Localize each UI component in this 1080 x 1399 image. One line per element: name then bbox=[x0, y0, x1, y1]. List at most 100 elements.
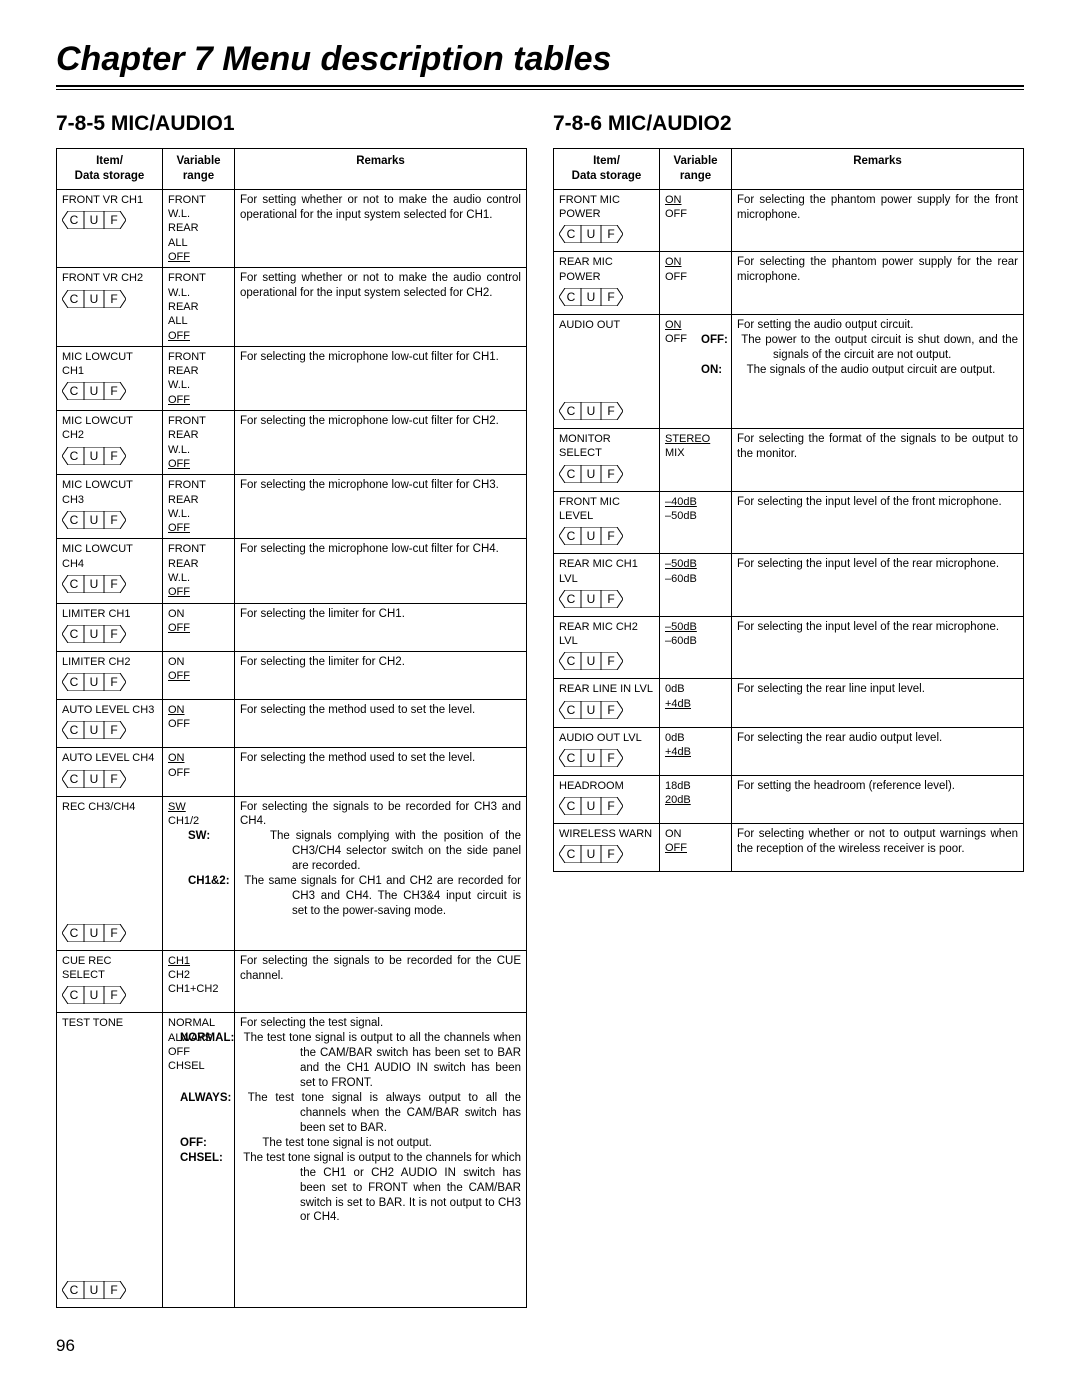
item-name: REAR MIC CH2 LVL bbox=[559, 620, 654, 649]
table-row: HEADROOM C U F 18dB20dB For setting the … bbox=[554, 775, 1024, 823]
cuf-badge: C U F bbox=[62, 924, 126, 942]
table-row: FRONT VR CH1 C U F FRONTW.L.REARALLOFF F… bbox=[57, 189, 527, 267]
svg-text:U: U bbox=[90, 213, 99, 227]
table-row: FRONT MIC POWER C U F ONOFF For selectin… bbox=[554, 189, 1024, 252]
remarks: For selecting the microphone low-cut fil… bbox=[235, 346, 527, 410]
svg-text:C: C bbox=[70, 988, 79, 1002]
item-name: CUE REC SELECT bbox=[62, 954, 157, 983]
title-rule bbox=[56, 85, 1024, 90]
svg-text:F: F bbox=[110, 1283, 117, 1297]
svg-text:C: C bbox=[70, 292, 79, 306]
item-name: LIMITER CH1 bbox=[62, 607, 157, 621]
svg-text:U: U bbox=[587, 799, 596, 813]
svg-text:C: C bbox=[567, 703, 576, 717]
item-name: WIRELESS WARN bbox=[559, 827, 654, 841]
item-name: MONITOR SELECT bbox=[559, 432, 654, 461]
cuf-badge: C U F bbox=[559, 225, 623, 243]
remarks: For selecting the phantom power supply f… bbox=[732, 189, 1024, 252]
table-row: MONITOR SELECT C U F STEREOMIX For selec… bbox=[554, 429, 1024, 492]
item-name: TEST TONE bbox=[62, 1016, 157, 1030]
cuf-badge: C U F bbox=[62, 770, 126, 788]
svg-text:F: F bbox=[110, 675, 117, 689]
table-row: FRONT MIC LEVEL C U F –40dB–50dB For sel… bbox=[554, 491, 1024, 554]
svg-text:U: U bbox=[587, 592, 596, 606]
cuf-badge: C U F bbox=[62, 721, 126, 739]
remarks: For selecting the signals to be recorded… bbox=[235, 950, 527, 1013]
svg-text:U: U bbox=[90, 988, 99, 1002]
svg-text:F: F bbox=[110, 449, 117, 463]
item-name: HEADROOM bbox=[559, 779, 654, 793]
cuf-badge: C U F bbox=[559, 288, 623, 306]
svg-text:F: F bbox=[607, 751, 614, 765]
item-name: REAR LINE IN LVL bbox=[559, 682, 654, 696]
remarks: For selecting the method used to set the… bbox=[235, 748, 527, 796]
svg-text:F: F bbox=[607, 467, 614, 481]
svg-text:C: C bbox=[567, 799, 576, 813]
remarks: For selecting the limiter for CH1. bbox=[235, 603, 527, 651]
cuf-badge: C U F bbox=[559, 590, 623, 608]
mic-audio1-table: Item/ Data storage Variable range Remark… bbox=[56, 148, 527, 1308]
svg-text:C: C bbox=[567, 467, 576, 481]
table-row: AUDIO OUT C U F ONOFF For setting the au… bbox=[554, 314, 1024, 428]
table-row: MIC LOWCUT CH1 C U F FRONTREARW.L.OFF Fo… bbox=[57, 346, 527, 410]
svg-text:F: F bbox=[607, 227, 614, 241]
svg-text:F: F bbox=[607, 799, 614, 813]
var-cell: 18dB20dB bbox=[660, 775, 732, 823]
svg-text:F: F bbox=[110, 577, 117, 591]
remarks: For selecting the microphone low-cut fil… bbox=[235, 539, 527, 603]
th-rem: Remarks bbox=[732, 149, 1024, 190]
table-row: REAR LINE IN LVL C U F 0dB+4dB For selec… bbox=[554, 679, 1024, 727]
var-cell: FRONTREARW.L.OFF bbox=[163, 475, 235, 539]
svg-text:U: U bbox=[587, 290, 596, 304]
table-row: MIC LOWCUT CH2 C U F FRONTREARW.L.OFF Fo… bbox=[57, 411, 527, 475]
table-row: WIRELESS WARN C U F ONOFF For selecting … bbox=[554, 824, 1024, 872]
var-cell: 0dB+4dB bbox=[660, 679, 732, 727]
svg-text:U: U bbox=[90, 723, 99, 737]
item-name: FRONT MIC POWER bbox=[559, 193, 654, 222]
svg-text:F: F bbox=[110, 627, 117, 641]
cuf-badge: C U F bbox=[62, 511, 126, 529]
svg-text:U: U bbox=[90, 577, 99, 591]
item-name: LIMITER CH2 bbox=[62, 655, 157, 669]
remarks: For selecting the method used to set the… bbox=[235, 700, 527, 748]
cuf-badge: C U F bbox=[62, 1281, 126, 1299]
svg-text:F: F bbox=[607, 290, 614, 304]
table-row: LIMITER CH1 C U F ONOFF For selecting th… bbox=[57, 603, 527, 651]
cuf-badge: C U F bbox=[62, 673, 126, 691]
table-row: REAR MIC POWER C U F ONOFF For selecting… bbox=[554, 252, 1024, 315]
table-row: FRONT VR CH2 C U F FRONTW.L.REARALLOFF F… bbox=[57, 268, 527, 346]
cuf-badge: C U F bbox=[559, 527, 623, 545]
svg-text:F: F bbox=[110, 513, 117, 527]
th-var: Variable range bbox=[660, 149, 732, 190]
remarks: For selecting the signals to be recorded… bbox=[235, 796, 527, 950]
table-row: AUDIO OUT LVL C U F 0dB+4dB For selectin… bbox=[554, 727, 1024, 775]
svg-text:U: U bbox=[90, 384, 99, 398]
remarks: For selecting the rear line input level. bbox=[732, 679, 1024, 727]
remarks: For selecting the microphone low-cut fil… bbox=[235, 475, 527, 539]
svg-text:F: F bbox=[110, 292, 117, 306]
var-cell: ONOFF bbox=[163, 700, 235, 748]
svg-text:F: F bbox=[110, 988, 117, 1002]
var-cell: 0dB+4dB bbox=[660, 727, 732, 775]
table-row: AUTO LEVEL CH4 C U F ONOFF For selecting… bbox=[57, 748, 527, 796]
svg-text:C: C bbox=[70, 627, 79, 641]
remarks: For setting whether or not to make the a… bbox=[235, 268, 527, 346]
svg-text:C: C bbox=[70, 513, 79, 527]
var-cell: CH1CH2CH1+CH2 bbox=[163, 950, 235, 1013]
svg-text:U: U bbox=[90, 449, 99, 463]
item-name: MIC LOWCUT CH3 bbox=[62, 478, 157, 507]
svg-text:F: F bbox=[110, 926, 117, 940]
item-name: AUTO LEVEL CH4 bbox=[62, 751, 157, 765]
svg-text:C: C bbox=[567, 290, 576, 304]
svg-text:C: C bbox=[567, 592, 576, 606]
cuf-badge: C U F bbox=[62, 447, 126, 465]
table-row: CUE REC SELECT C U F CH1CH2CH1+CH2 For s… bbox=[57, 950, 527, 1013]
svg-text:C: C bbox=[70, 384, 79, 398]
cuf-badge: C U F bbox=[62, 211, 126, 229]
th-item: Item/ Data storage bbox=[554, 149, 660, 190]
svg-text:C: C bbox=[567, 529, 576, 543]
table-row: TEST TONE C U F NORMALALWAYSOFFCHSEL For… bbox=[57, 1013, 527, 1307]
var-cell: FRONTREARW.L.OFF bbox=[163, 346, 235, 410]
section-7-8-5-title: 7-8-5 MIC/AUDIO1 bbox=[56, 112, 527, 136]
var-cell: ONOFF bbox=[163, 748, 235, 796]
